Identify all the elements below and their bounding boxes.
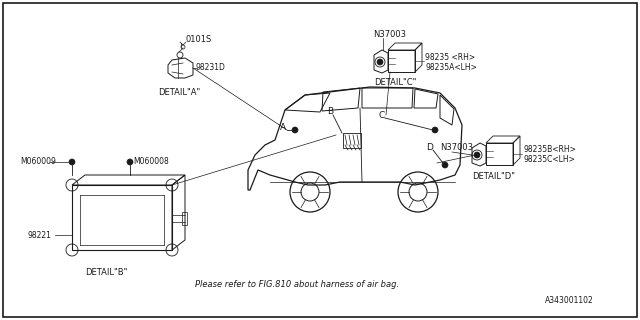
Text: 98235A<LH>: 98235A<LH> bbox=[425, 62, 477, 71]
Circle shape bbox=[127, 159, 133, 165]
Bar bbox=[182, 212, 187, 225]
Text: 98235B<RH>: 98235B<RH> bbox=[523, 146, 576, 155]
Circle shape bbox=[69, 159, 75, 165]
Text: A: A bbox=[280, 123, 286, 132]
Text: 0101S: 0101S bbox=[185, 35, 211, 44]
Bar bbox=[72, 185, 172, 250]
Circle shape bbox=[432, 127, 438, 133]
Text: DETAIL"D": DETAIL"D" bbox=[472, 172, 515, 181]
Text: M060009: M060009 bbox=[20, 157, 56, 166]
Text: N37003: N37003 bbox=[373, 30, 406, 39]
Text: DETAIL"C": DETAIL"C" bbox=[374, 78, 417, 87]
Text: A343001102: A343001102 bbox=[545, 296, 594, 305]
Circle shape bbox=[474, 152, 480, 158]
Text: 98221: 98221 bbox=[28, 230, 52, 239]
Text: D: D bbox=[427, 143, 433, 153]
Circle shape bbox=[442, 162, 448, 168]
Text: 98235 <RH>: 98235 <RH> bbox=[425, 53, 475, 62]
Text: B: B bbox=[327, 108, 333, 116]
Text: 98231D: 98231D bbox=[196, 62, 226, 71]
Text: DETAIL"B": DETAIL"B" bbox=[85, 268, 127, 277]
Circle shape bbox=[377, 59, 383, 65]
Text: C: C bbox=[379, 110, 385, 119]
Circle shape bbox=[292, 127, 298, 133]
Text: Please refer to FIG.810 about harness of air bag.: Please refer to FIG.810 about harness of… bbox=[195, 280, 399, 289]
Text: N37003: N37003 bbox=[440, 143, 473, 153]
Text: DETAIL"A": DETAIL"A" bbox=[158, 88, 200, 97]
Text: 98235C<LH>: 98235C<LH> bbox=[523, 156, 575, 164]
Bar bbox=[343, 133, 361, 148]
Text: M060008: M060008 bbox=[133, 157, 169, 166]
